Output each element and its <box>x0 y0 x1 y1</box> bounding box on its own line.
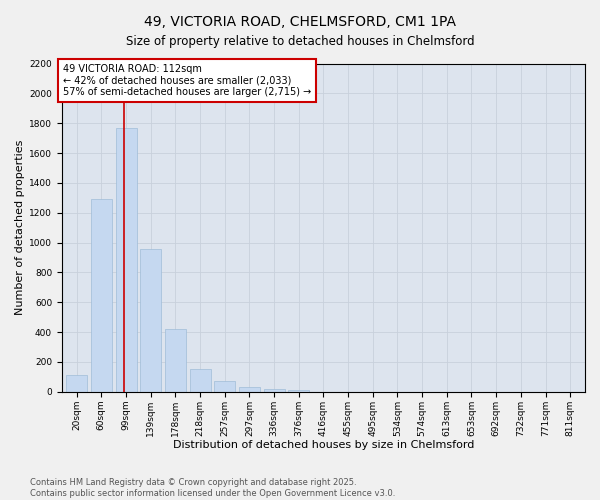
Bar <box>239 386 260 392</box>
Bar <box>214 382 235 392</box>
Bar <box>190 368 211 392</box>
X-axis label: Distribution of detached houses by size in Chelmsford: Distribution of detached houses by size … <box>173 440 474 450</box>
Text: 49 VICTORIA ROAD: 112sqm
← 42% of detached houses are smaller (2,033)
57% of sem: 49 VICTORIA ROAD: 112sqm ← 42% of detach… <box>63 64 311 96</box>
Bar <box>288 390 309 392</box>
Text: Size of property relative to detached houses in Chelmsford: Size of property relative to detached ho… <box>125 35 475 48</box>
Bar <box>66 374 87 392</box>
Text: 49, VICTORIA ROAD, CHELMSFORD, CM1 1PA: 49, VICTORIA ROAD, CHELMSFORD, CM1 1PA <box>144 15 456 29</box>
Bar <box>140 250 161 392</box>
Y-axis label: Number of detached properties: Number of detached properties <box>15 140 25 316</box>
Bar <box>165 329 186 392</box>
Bar <box>263 389 284 392</box>
Text: Contains HM Land Registry data © Crown copyright and database right 2025.
Contai: Contains HM Land Registry data © Crown c… <box>30 478 395 498</box>
Bar <box>116 128 137 392</box>
Bar <box>91 198 112 392</box>
